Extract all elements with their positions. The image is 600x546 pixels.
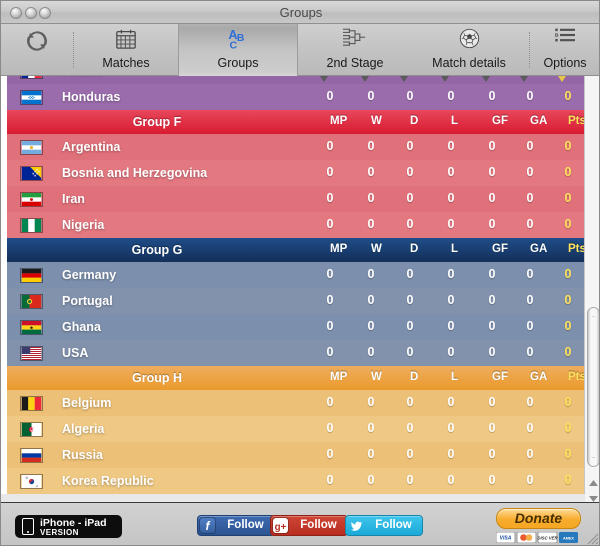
svg-text:g+: g+ xyxy=(275,522,287,533)
svg-text:f: f xyxy=(206,519,211,533)
svg-text:DISC VER: DISC VER xyxy=(537,535,558,540)
svg-text:AMEX: AMEX xyxy=(563,536,574,540)
svg-text:B: B xyxy=(237,32,245,44)
svg-text:VISA: VISA xyxy=(500,536,512,542)
svg-text:C: C xyxy=(230,39,238,50)
